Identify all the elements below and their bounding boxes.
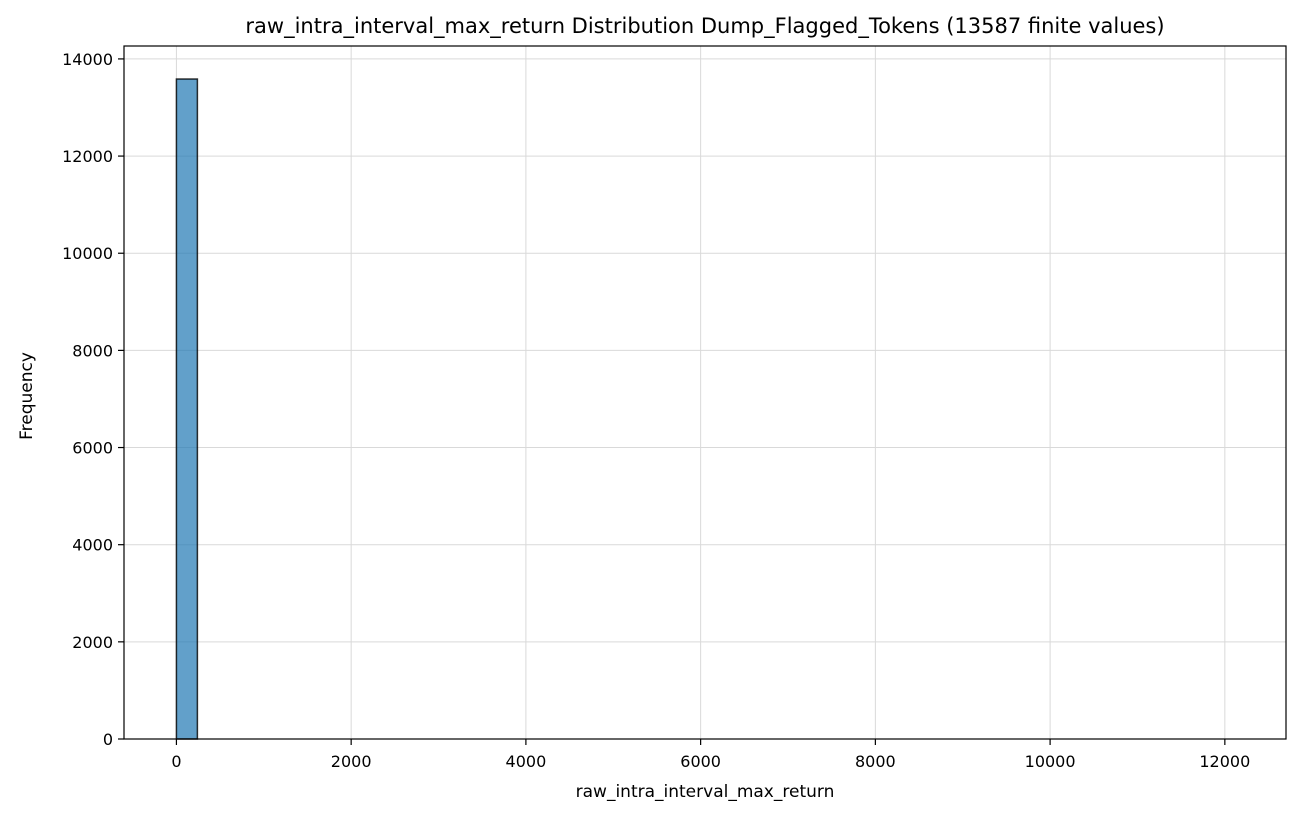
x-tick-label: 6000 xyxy=(680,752,721,771)
y-tick-label: 8000 xyxy=(72,341,113,360)
x-tick-label: 12000 xyxy=(1199,752,1250,771)
y-axis-label: Frequency xyxy=(17,352,37,440)
y-tick-label: 2000 xyxy=(72,633,113,652)
y-tick-label: 12000 xyxy=(62,147,113,166)
y-tick-label: 4000 xyxy=(72,536,113,555)
x-tick-label: 4000 xyxy=(506,752,547,771)
x-tick-label: 10000 xyxy=(1025,752,1076,771)
bars xyxy=(175,78,199,740)
histogram-bar xyxy=(175,78,199,740)
x-tick-label: 2000 xyxy=(331,752,372,771)
ticks: 0 2000 4000 6000 8000 10000 12000 0 2000 4000 6000… xyxy=(62,50,1250,771)
x-axis-label: raw_intra_interval_max_return xyxy=(576,782,835,802)
chart-title: raw_intra_interval_max_return Distributi… xyxy=(245,14,1164,39)
y-tick-label: 14000 xyxy=(62,50,113,69)
x-tick-label: 8000 xyxy=(855,752,896,771)
x-tick-label: 0 xyxy=(171,752,181,771)
y-tick-label: 6000 xyxy=(72,439,113,458)
y-tick-label: 10000 xyxy=(62,244,113,263)
axes-frame xyxy=(123,45,1287,740)
y-tick-label: 0 xyxy=(103,730,113,749)
